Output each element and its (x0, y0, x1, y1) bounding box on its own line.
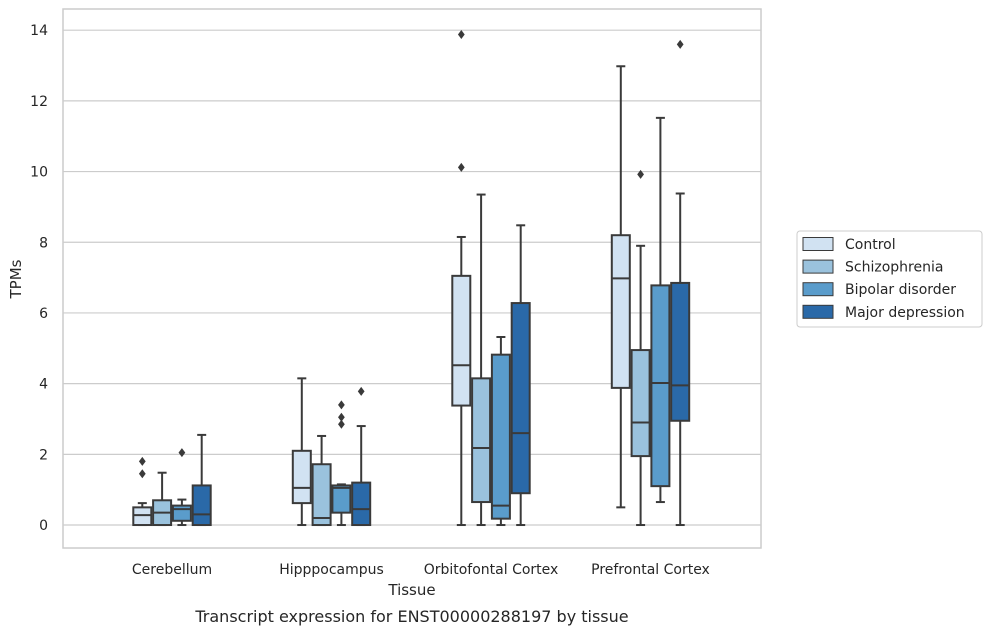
outlier-point (457, 29, 465, 39)
box-iqr (670, 281, 691, 422)
box-control (291, 377, 312, 527)
box-bipolar-disorder (650, 116, 671, 504)
box-iqr (510, 302, 531, 495)
box-major-depression (510, 224, 531, 527)
x-tick-label: Hipppocampus (279, 562, 384, 578)
box-schizophrenia (311, 434, 332, 527)
x-tick-label: Prefrontal Cortex (591, 562, 710, 578)
box-bipolar-disorder (331, 400, 352, 527)
legend-label: Control (845, 237, 896, 253)
outlier-point (457, 162, 465, 172)
outlier-point (338, 419, 345, 429)
outlier-point (138, 469, 146, 479)
box-control (610, 65, 631, 509)
y-tick-label: 10 (30, 165, 48, 181)
box-major-depression (191, 433, 212, 527)
box-bipolar-disorder (171, 448, 192, 527)
outlier-point (357, 386, 365, 396)
box-schizophrenia (471, 193, 492, 527)
outlier-point (637, 169, 644, 179)
box-iqr (490, 353, 511, 520)
box-schizophrenia (152, 471, 173, 527)
legend-swatch (802, 282, 834, 297)
box-control (132, 456, 153, 527)
box-iqr (451, 274, 472, 407)
legend-label: Schizophrenia (845, 260, 943, 276)
box-iqr (171, 504, 192, 522)
box-bipolar-disorder (490, 335, 511, 527)
legend-frame (796, 230, 983, 328)
x-tick-labels: Cerebellum Hipppocampus Orbitofontal Corte… (132, 562, 710, 578)
box-iqr (291, 449, 312, 505)
plot-area-frame (62, 8, 762, 549)
legend-label: Major depression (845, 305, 965, 321)
box-control (451, 29, 472, 527)
outlier-point (338, 400, 345, 410)
box-iqr (132, 506, 153, 527)
legend-swatch (802, 259, 834, 274)
box-iqr (610, 234, 631, 389)
box-iqr (331, 484, 352, 514)
legend: Control Schizophrenia Bipolar disorder Majo… (796, 230, 983, 328)
chart-title: Transcript expression for ENST0000028819… (194, 607, 628, 626)
gridlines (63, 29, 761, 526)
y-tick-label: 6 (39, 306, 48, 322)
box-schizophrenia (630, 169, 651, 527)
x-axis-label: Tissue (387, 581, 435, 599)
legend-swatch (802, 237, 834, 251)
box-major-depression (351, 386, 372, 527)
legend-swatch (802, 304, 834, 319)
box-iqr (471, 377, 492, 504)
y-tick-label: 8 (39, 235, 48, 251)
y-tick-label: 14 (30, 23, 48, 39)
y-tick-label: 2 (39, 447, 48, 463)
legend-label: Bipolar disorder (845, 282, 956, 298)
y-tick-label: 12 (30, 94, 48, 110)
outlier-point (338, 412, 345, 422)
y-tick-label: 4 (39, 377, 48, 393)
outlier-point (178, 448, 186, 458)
box-iqr (311, 463, 332, 527)
box-layer (132, 29, 691, 527)
outlier-point (676, 39, 684, 49)
box-iqr (191, 484, 212, 527)
x-tick-label: Cerebellum (132, 562, 212, 578)
y-axis-label: TPMs (7, 259, 25, 299)
box-iqr (351, 481, 372, 527)
box-iqr (630, 349, 651, 458)
y-tick-label: 0 (39, 518, 48, 534)
outlier-point (138, 456, 146, 466)
y-tick-labels: 0 2 4 6 8 10 12 14 (30, 23, 48, 534)
box-iqr (650, 284, 671, 488)
box-major-depression (670, 39, 691, 527)
x-tick-label: Orbitofontal Cortex (424, 562, 559, 578)
